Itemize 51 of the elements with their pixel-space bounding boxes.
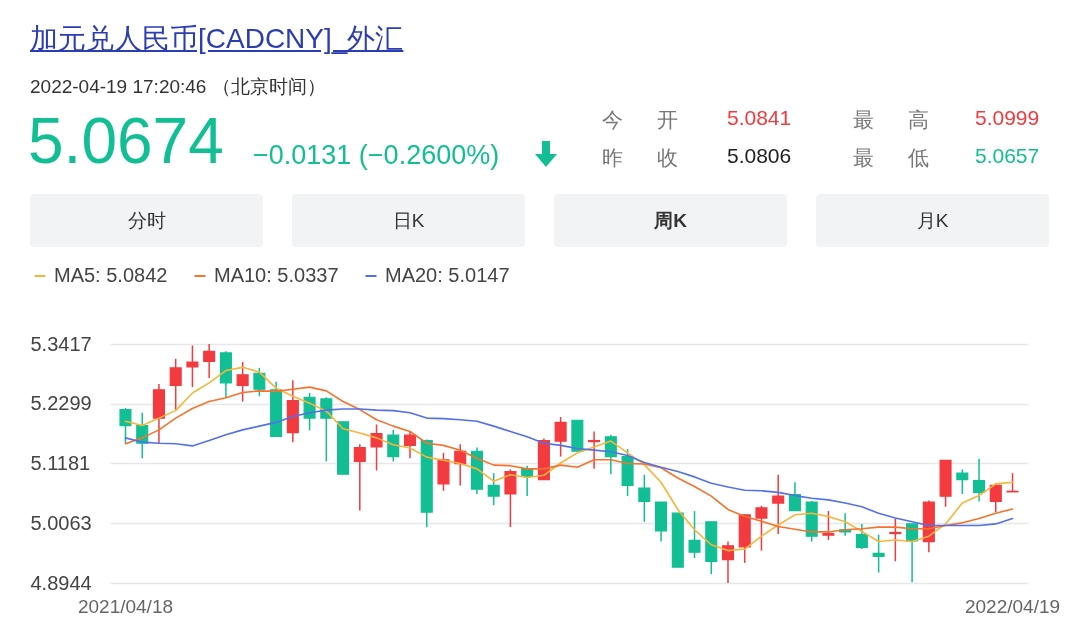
text: 5.0657 (975, 144, 1040, 168)
candlestick (119, 407, 132, 444)
candlestick (186, 344, 199, 388)
candlestick (403, 430, 417, 459)
legend-label: MA10: 5.0337 (214, 264, 339, 286)
candlestick (855, 523, 868, 550)
candlestick (822, 510, 835, 541)
candlestick (956, 468, 969, 495)
chart-subtitle: 2022-04-19 17:20:46 （北京时间） (30, 75, 326, 99)
text: 昨 收 (602, 145, 692, 171)
text: 5.0674 (28, 104, 224, 178)
candlestick (588, 430, 601, 470)
y-tick-label: 5.3417 (30, 332, 92, 355)
y-tick-label: 4.8944 (30, 571, 92, 594)
candlestick (755, 504, 768, 552)
candlestick (688, 510, 701, 559)
candlestick (638, 474, 651, 523)
y-tick-label: 5.1181 (30, 451, 91, 474)
candlestick (772, 474, 785, 535)
text: 最 低 (853, 145, 943, 171)
text: 分时 (30, 194, 263, 247)
chart-title: 加元兑人民币[CADCNY]_外汇 (30, 22, 404, 56)
text: 日K (292, 194, 525, 247)
candlestick (872, 533, 885, 574)
candlestick (973, 457, 986, 503)
legend-label: MA5: 5.0842 (54, 264, 168, 286)
candlestick (169, 358, 182, 411)
y-tick-label: 5.2299 (30, 392, 92, 415)
candlestick (989, 482, 1002, 513)
y-tick-label: 5.0063 (30, 511, 92, 534)
text: 5.0841 (727, 106, 792, 130)
candlestick (487, 472, 500, 506)
x-tick-label: 2022/04/19 (964, 595, 1061, 617)
candlestick (504, 468, 517, 528)
text: 周K (554, 194, 787, 247)
candlestick (387, 429, 400, 463)
candlestick (554, 416, 567, 458)
candlestick (889, 517, 902, 563)
legend-label: MA20: 5.0147 (385, 264, 510, 286)
candlestick (353, 443, 366, 512)
candlestick (253, 367, 266, 397)
candlestick (370, 423, 383, 472)
text: 5.0806 (727, 144, 792, 168)
text: 今 开 (602, 107, 692, 133)
text: 最 高 (853, 107, 943, 133)
x-tick-label: 2021/04/18 (77, 595, 174, 617)
text: 5.0999 (975, 106, 1040, 130)
text: −0.0131 (−0.2600%) (253, 140, 500, 171)
candlestick (203, 343, 216, 379)
text: 月K (816, 194, 1049, 247)
candlestick (236, 361, 249, 403)
